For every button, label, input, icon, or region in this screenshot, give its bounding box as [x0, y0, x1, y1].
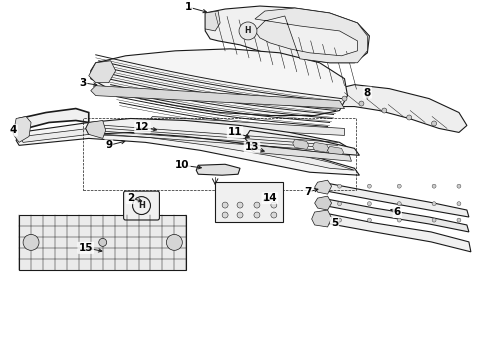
Bar	[83, 118, 356, 190]
Polygon shape	[86, 121, 106, 138]
Circle shape	[457, 202, 461, 206]
Circle shape	[368, 202, 371, 206]
Circle shape	[271, 202, 277, 208]
Circle shape	[237, 212, 243, 218]
Circle shape	[222, 212, 228, 218]
Circle shape	[397, 218, 401, 222]
Circle shape	[237, 202, 243, 208]
Bar	[19, 215, 186, 270]
Polygon shape	[91, 86, 344, 109]
Circle shape	[254, 212, 260, 218]
Circle shape	[432, 218, 436, 222]
Polygon shape	[250, 145, 351, 161]
Text: 13: 13	[245, 142, 259, 152]
Text: 15: 15	[78, 243, 93, 253]
Circle shape	[254, 202, 260, 208]
Polygon shape	[293, 139, 309, 149]
Text: 4: 4	[9, 125, 17, 135]
Circle shape	[338, 184, 342, 188]
Circle shape	[397, 184, 401, 188]
Text: 7: 7	[304, 187, 311, 197]
Polygon shape	[315, 212, 471, 252]
Circle shape	[239, 22, 257, 40]
Circle shape	[98, 238, 107, 246]
Circle shape	[368, 218, 371, 222]
Circle shape	[342, 96, 347, 101]
Polygon shape	[328, 147, 343, 156]
Polygon shape	[86, 118, 349, 155]
Polygon shape	[315, 180, 332, 194]
Polygon shape	[312, 210, 332, 227]
Circle shape	[432, 121, 437, 126]
Text: 12: 12	[135, 122, 150, 132]
Circle shape	[432, 184, 436, 188]
Text: H: H	[245, 26, 251, 35]
Circle shape	[359, 101, 364, 106]
Circle shape	[167, 234, 182, 250]
Circle shape	[457, 218, 461, 222]
Polygon shape	[148, 117, 344, 135]
Circle shape	[457, 184, 461, 188]
Text: 5: 5	[331, 218, 338, 228]
Text: 9: 9	[105, 140, 112, 150]
Polygon shape	[315, 196, 332, 210]
Circle shape	[338, 202, 342, 206]
Text: 8: 8	[364, 87, 371, 98]
Circle shape	[382, 108, 387, 113]
Text: 2: 2	[127, 193, 134, 203]
Circle shape	[222, 202, 228, 208]
Circle shape	[397, 202, 401, 206]
Polygon shape	[205, 11, 220, 31]
Circle shape	[338, 218, 342, 222]
FancyBboxPatch shape	[123, 191, 159, 220]
Polygon shape	[196, 164, 240, 175]
Polygon shape	[21, 129, 354, 170]
Polygon shape	[16, 109, 89, 132]
Polygon shape	[318, 198, 469, 232]
Polygon shape	[13, 117, 31, 142]
Bar	[215, 182, 283, 222]
Text: 14: 14	[263, 193, 277, 203]
Text: H: H	[138, 201, 145, 210]
Text: 1: 1	[185, 2, 192, 12]
Polygon shape	[245, 130, 360, 155]
Polygon shape	[91, 49, 347, 116]
Circle shape	[271, 212, 277, 218]
Polygon shape	[205, 6, 369, 63]
Text: 10: 10	[175, 160, 190, 170]
Circle shape	[368, 184, 371, 188]
Polygon shape	[16, 122, 360, 175]
Polygon shape	[318, 182, 469, 217]
Polygon shape	[313, 142, 329, 152]
Circle shape	[407, 115, 412, 120]
Circle shape	[432, 202, 436, 206]
Polygon shape	[255, 8, 368, 63]
Circle shape	[23, 234, 39, 250]
Text: 3: 3	[79, 78, 86, 88]
Text: 11: 11	[228, 127, 242, 138]
Text: 6: 6	[393, 207, 401, 217]
Polygon shape	[89, 61, 116, 83]
Polygon shape	[335, 85, 467, 132]
